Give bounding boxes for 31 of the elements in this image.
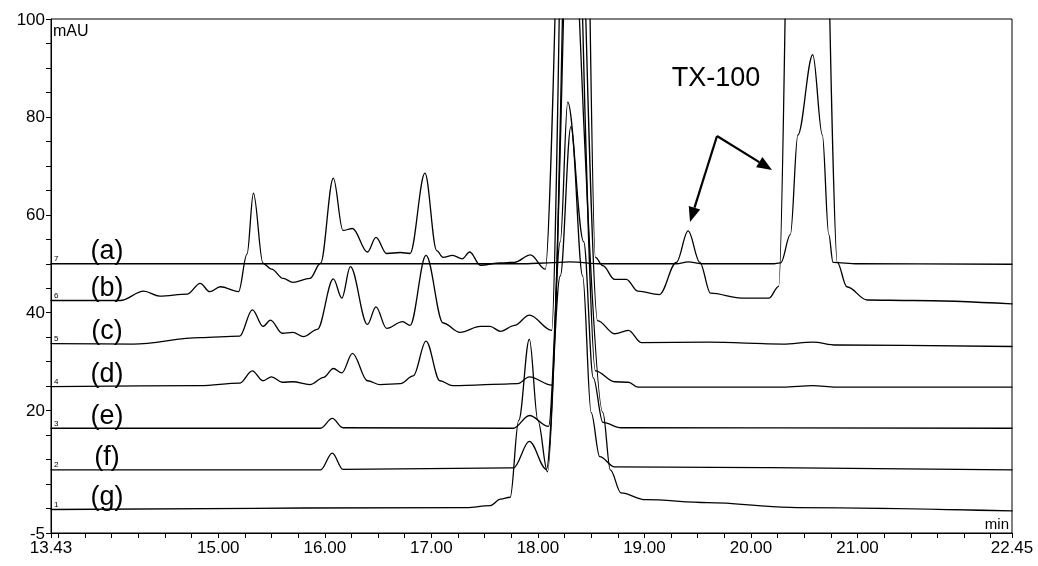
series-label: (g) [90, 481, 124, 511]
annotation: 5 [54, 334, 59, 344]
x-tick-label: 22.45 [990, 538, 1034, 557]
x-tick-label: 19.00 [623, 538, 666, 557]
series-label: (c) [91, 315, 123, 346]
annotation: 2 [54, 460, 59, 470]
x-tick-label: 18.00 [516, 538, 560, 557]
y-tick-label: 60 [26, 205, 45, 225]
x-axis-title: min [984, 515, 1009, 532]
x-tick-label: 17.00 [410, 538, 453, 557]
annotation: 6 [54, 290, 59, 300]
annotation: TX-100 [671, 62, 761, 92]
x-tick-label: 16.00 [303, 538, 347, 557]
annotation: 1 [54, 500, 59, 509]
y-tick-label: 20 [26, 401, 45, 421]
annotation: 3 [54, 418, 59, 428]
annotation: 7 [54, 254, 59, 264]
series-label: (a) [90, 235, 124, 266]
x-tick-label: 21.00 [836, 538, 879, 557]
series-label: (b) [90, 271, 124, 302]
series-label: (f) [94, 441, 120, 472]
x-tick-label: 20.00 [729, 538, 773, 557]
annotation: 4 [54, 377, 59, 387]
x-tick-label: 13.43 [29, 538, 73, 557]
x-tick-label: 15.00 [197, 538, 240, 557]
y-tick-label: 80 [26, 107, 45, 127]
series-label: (d) [90, 358, 124, 389]
y-tick-label: 40 [26, 303, 45, 323]
series-label: (e) [90, 399, 124, 430]
y-axis-title: mAU [53, 21, 89, 39]
y-tick-label: 100 [16, 9, 45, 29]
